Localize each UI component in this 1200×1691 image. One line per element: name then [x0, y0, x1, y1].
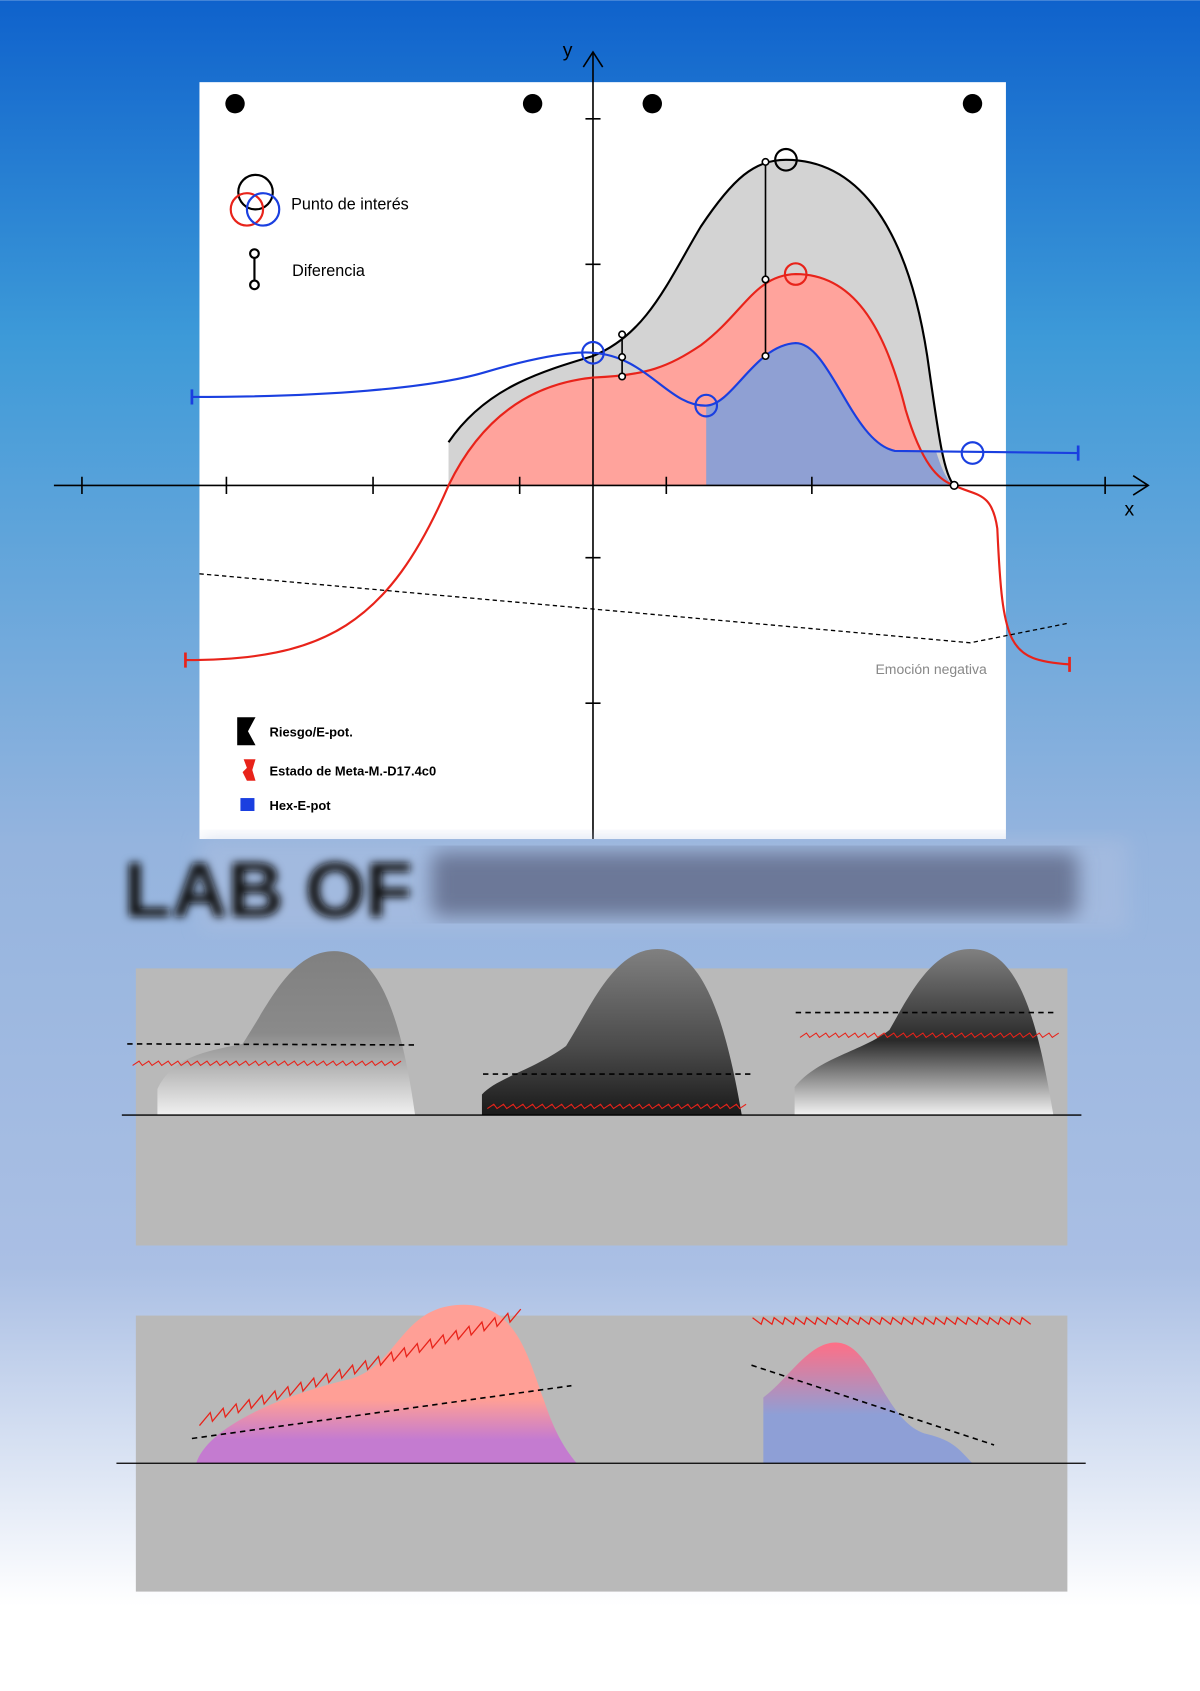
zigzag [132, 1060, 402, 1067]
zigzags [198, 1308, 1032, 1426]
zigzag [487, 1103, 747, 1110]
point [581, 340, 605, 365]
y-ticks [585, 118, 601, 704]
y-axis-label: y [563, 39, 573, 61]
difference-end [618, 330, 627, 339]
blue-curve-ends [190, 389, 1080, 461]
dashed-trend [199, 573, 1068, 644]
legend-diff-end [249, 248, 260, 259]
red-curve [185, 272, 1070, 666]
legend-diff-end [249, 279, 260, 291]
legend-swatch [242, 759, 256, 781]
legend-label: Hex-E-pot [270, 798, 332, 813]
difference-end [761, 351, 770, 361]
legend-label: Punto de interés [291, 195, 409, 213]
blob [196, 1304, 577, 1464]
blob [157, 951, 416, 1116]
dashed-line [127, 1043, 419, 1046]
black-curve [447, 158, 956, 487]
legend-top-icon [229, 173, 281, 291]
blob [794, 949, 1054, 1116]
legend-swatch [237, 717, 256, 746]
legend-circle [245, 192, 281, 227]
x-arrow [1132, 475, 1150, 496]
dot [962, 94, 983, 114]
dashed-lines [191, 1364, 995, 1446]
difference-end [761, 157, 770, 166]
blob [481, 949, 742, 1116]
axes [53, 50, 1150, 840]
legend-label: Estado de Meta-M.-D17.4c0 [270, 763, 437, 778]
zigzag [198, 1308, 522, 1426]
difference-end [618, 372, 627, 381]
legend-label: Diferencia [292, 262, 365, 280]
dot [225, 94, 245, 114]
x-ticks [81, 476, 1106, 495]
dot [642, 94, 662, 114]
blue-curve [191, 341, 1079, 455]
zigzags [132, 1032, 1060, 1110]
legend-swatch [240, 798, 255, 811]
difference-markers [618, 157, 959, 490]
point [774, 147, 798, 172]
dashed-lines [127, 1011, 1057, 1075]
point [960, 441, 985, 465]
annotation: Emoción negativa [875, 661, 987, 677]
blue-area [706, 343, 955, 486]
zigzag [752, 1316, 1032, 1326]
x-axis-label: x [1125, 499, 1135, 521]
heading: LAB OF [124, 848, 413, 934]
obscured-heading [431, 851, 1079, 917]
point [783, 262, 808, 286]
legend-label: Riesgo/E-pot. [270, 725, 353, 740]
red-curve-ends [184, 652, 1071, 672]
legend-circle [229, 192, 265, 227]
blob [763, 1342, 973, 1464]
point [694, 393, 719, 418]
difference-end [618, 353, 627, 362]
y-arrow [582, 50, 604, 68]
dashed-line [751, 1364, 995, 1446]
intersection [949, 480, 959, 490]
zigzag [799, 1032, 1060, 1039]
dot [522, 94, 543, 114]
legend-circle [237, 173, 274, 211]
points-of-interest [581, 147, 985, 465]
difference-end [761, 275, 770, 284]
corner-dots [225, 94, 983, 114]
